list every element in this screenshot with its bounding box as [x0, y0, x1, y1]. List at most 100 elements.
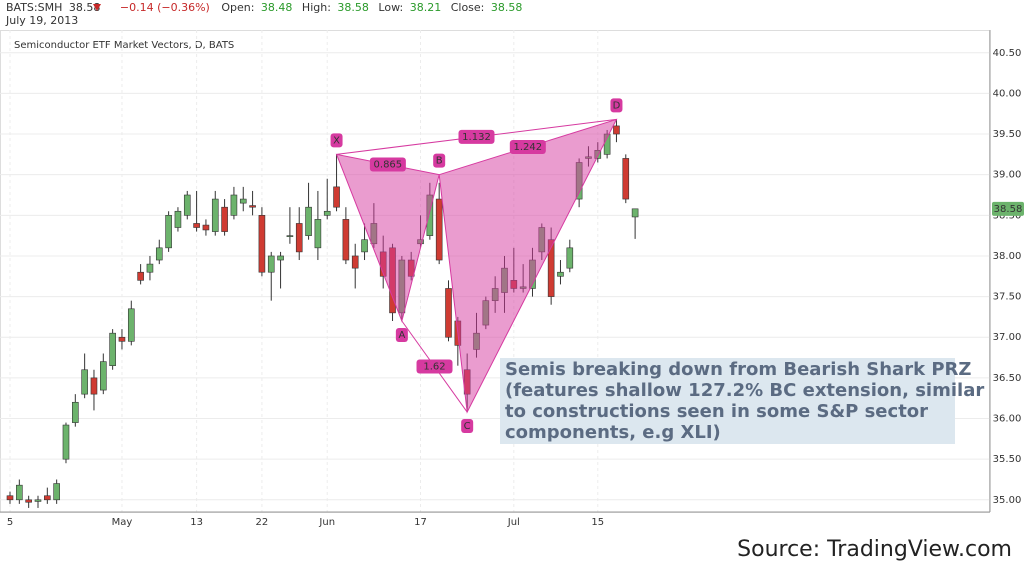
y-tick-label: 37.50: [993, 292, 1022, 303]
candle-body: [118, 336, 126, 342]
y-tick-label: 39.50: [993, 129, 1022, 140]
down-arrow: [93, 4, 101, 11]
ratio-label: 1.62: [423, 362, 445, 373]
candle-body: [286, 235, 294, 237]
candle-body: [165, 215, 172, 249]
x-tick-label: Jul: [507, 517, 520, 528]
candle-body: [342, 219, 350, 261]
ratio-badge: [458, 129, 495, 144]
y-tick-label: 40.00: [993, 88, 1022, 99]
y-tick-label: 38.50: [993, 210, 1022, 221]
y-tick-label: 36.50: [993, 373, 1022, 384]
pattern-point-label: C: [464, 421, 471, 432]
candle-body: [155, 247, 163, 261]
candle-body: [258, 215, 266, 273]
low-value: 38.21: [410, 1, 442, 14]
date: July 19, 2013: [5, 14, 78, 27]
annotation-line: components, e.g XLI): [505, 422, 721, 443]
annotation-line: to constructions seen in some S&P sector: [505, 401, 928, 422]
y-tick-label: 39.00: [993, 170, 1022, 181]
price: 38.58: [69, 1, 101, 14]
open-value: 38.48: [261, 1, 293, 14]
candle-body: [174, 210, 182, 228]
close-value: 38.58: [491, 1, 523, 14]
pattern-point-label: B: [436, 156, 443, 167]
annotation-line: Semis breaking down from Bearish Shark P…: [505, 359, 971, 380]
candle-body: [100, 361, 107, 391]
pattern-point: [395, 327, 408, 342]
x-tick-label: 5: [7, 517, 13, 528]
plot: 35.00 35.50 36.00 36.50 37.00 37.50 38.00 38.50…: [0, 30, 1024, 528]
source: Source: TradingView.com: [737, 537, 1012, 562]
pattern-point: [461, 419, 474, 434]
symbol: BATS:SMH: [6, 1, 62, 14]
candle-body: [445, 288, 452, 338]
candle-body: [6, 495, 14, 501]
candle-body: [333, 186, 340, 208]
annotation-box: [500, 358, 955, 444]
candle-body: [361, 239, 368, 253]
x-tick-label: 13: [190, 517, 203, 528]
candle-body: [202, 224, 210, 231]
candle-body: [435, 198, 443, 261]
pattern-leg: [335, 153, 440, 323]
x-tick-label: 22: [256, 517, 269, 528]
candle-body: [557, 271, 564, 277]
y-tick-label: 35.00: [993, 495, 1022, 506]
pattern-point-label: D: [613, 100, 621, 111]
high-value: 38.58: [337, 1, 369, 14]
x-tick-label: Jun: [318, 517, 335, 528]
pattern-point-label: A: [398, 330, 405, 341]
ratio-badge: [416, 359, 453, 374]
header-line: BATS:SMH 38.58 −0.14 (−0.36%) Open: 38.4…: [6, 1, 522, 14]
y-tick-label: 36.00: [993, 414, 1022, 425]
candle-body: [109, 332, 116, 366]
pattern-point: [610, 98, 623, 113]
price-tag-label: 38.58: [994, 204, 1023, 215]
candle-body: [72, 401, 79, 423]
pattern-point-label: X: [333, 135, 340, 146]
low-label: Low:: [378, 1, 403, 14]
ratio-label: 1.132: [462, 132, 491, 143]
candle-body: [127, 308, 135, 342]
candle-body: [323, 210, 331, 216]
candle-body: [230, 194, 238, 216]
candle-body: [613, 125, 620, 135]
candle-body: [44, 495, 51, 501]
candle-body: [314, 219, 322, 249]
candle-body: [137, 271, 144, 281]
x-tick-label: 15: [591, 517, 604, 528]
candle-body: [239, 198, 247, 204]
candle-body: [622, 158, 630, 200]
x-tick-label: 17: [414, 517, 427, 528]
price-tag: [992, 201, 1024, 216]
y-tick-label: 40.50: [993, 48, 1022, 59]
candle-body: [305, 206, 312, 236]
y-tick-label: 37.00: [993, 332, 1022, 343]
candle-body: [81, 369, 88, 395]
ratio-badge: [369, 157, 406, 172]
candle-body: [211, 198, 219, 232]
ratio-label: 1.242: [513, 142, 542, 153]
pattern-point: [330, 133, 343, 148]
change: −0.14 (−0.36%): [120, 1, 210, 14]
candle-body: [183, 194, 191, 216]
candle-body: [146, 263, 154, 273]
candle-body: [62, 424, 70, 460]
y-tick-label: 35.50: [993, 454, 1022, 465]
pattern-point: [433, 153, 446, 168]
candle-body: [566, 247, 574, 269]
ratio-badge: [509, 140, 546, 155]
candle-body: [351, 255, 359, 269]
candle-body: [631, 208, 639, 218]
y-tick-label: 38.00: [993, 251, 1022, 262]
candle-body: [53, 483, 60, 501]
x-tick-label: May: [112, 517, 133, 528]
ratio-label: 0.865: [374, 160, 403, 171]
chart-title: Semiconductor ETF Market Vectors, D, BAT…: [14, 40, 234, 51]
candle-body: [90, 377, 98, 395]
candle-body: [249, 205, 256, 208]
annotation-line: (features shallow 127.2% BC extension, s…: [505, 380, 984, 401]
candle-body: [25, 499, 32, 503]
